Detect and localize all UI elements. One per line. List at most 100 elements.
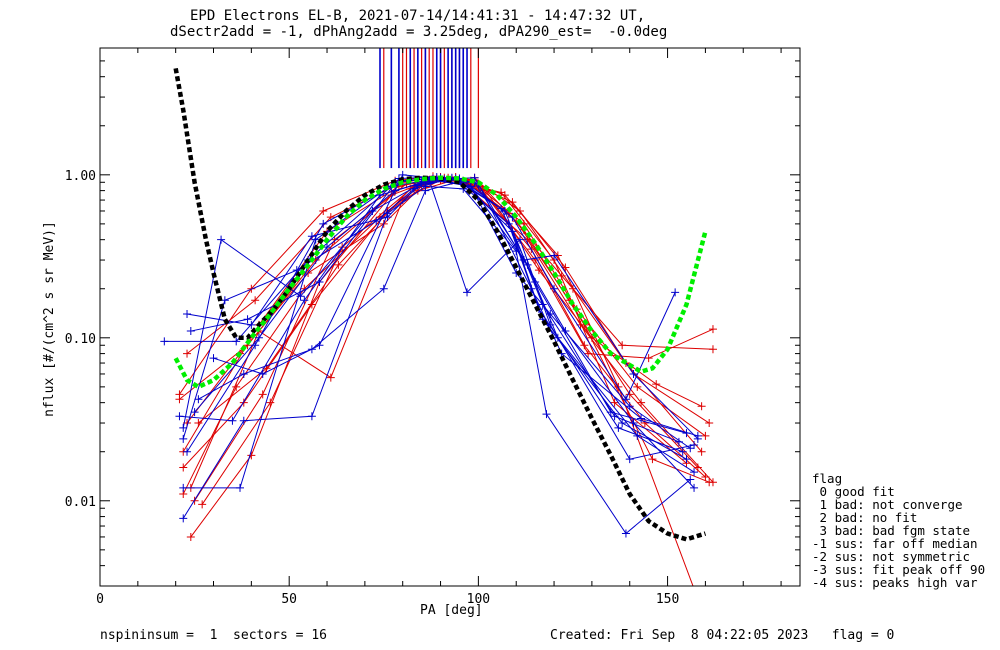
blue-data-point [621, 529, 630, 538]
blue-data-point [307, 232, 316, 241]
red-data-point [326, 373, 335, 382]
red-data-point [194, 419, 203, 428]
blue-data-point [217, 235, 226, 244]
flag-legend: flag 0 good fit 1 bad: not converge 2 ba… [812, 472, 985, 589]
green-fit-curve [173, 175, 708, 390]
blue-data-point [232, 337, 241, 346]
red-data-point [618, 341, 627, 350]
y-tick-label: 1.00 [65, 169, 96, 184]
blue-data-point [179, 434, 188, 443]
blue-data-point [625, 455, 634, 464]
blue-data-point [372, 217, 381, 226]
blue-data-point [319, 219, 328, 228]
red-series-line [201, 177, 702, 505]
blue-data-point [625, 402, 634, 411]
blue-data-point [516, 235, 524, 244]
x-tick-label: 100 [467, 592, 490, 607]
blue-data-point [183, 447, 192, 456]
blue-data-point [629, 369, 638, 378]
blue-data-point [690, 483, 699, 492]
red-data-point [708, 345, 717, 354]
blue-data-point [183, 309, 192, 318]
legend-entry: 3 bad: bad fgm state [812, 523, 971, 538]
blue-data-point [618, 419, 627, 428]
x-tick-label: 50 [281, 592, 297, 607]
blue-data-point [239, 416, 248, 425]
blue-data-point [519, 256, 528, 265]
blue-data-point [292, 266, 301, 275]
blue-data-point [368, 206, 377, 215]
blue-data-point [186, 327, 195, 336]
blue-data-point [463, 288, 472, 297]
blue-data-point [383, 213, 392, 222]
blue-data-point [307, 412, 316, 421]
blue-data-point [190, 408, 199, 417]
red-data-point [705, 478, 714, 487]
blue-data-point [179, 514, 188, 523]
blue-data-point [300, 296, 309, 305]
footer-left: nspininsum = 1 sectors = 16 [100, 628, 327, 643]
red-data-point [251, 296, 260, 305]
red-data-point [232, 382, 241, 391]
red-data-point [179, 463, 188, 472]
blue-data-point [690, 440, 699, 449]
blue-data-point [209, 354, 218, 363]
blue-series-line [182, 177, 687, 434]
blue-data-point [243, 315, 252, 324]
red-data-point [307, 300, 316, 309]
red-data-point [705, 419, 714, 428]
blue-data-point [239, 369, 248, 378]
x-tick-label: 150 [656, 592, 679, 607]
legend-entry: -3 sus: fit peak off 90 [812, 562, 986, 577]
red-data-point [247, 451, 256, 460]
blue-data-point [160, 337, 169, 346]
legend-entry: -1 sus: far off median [812, 536, 978, 551]
red-data-point [637, 398, 646, 407]
blue-data-point [671, 288, 680, 297]
blue-data-point [497, 204, 506, 213]
y-tick-label: 0.01 [65, 495, 96, 510]
blue-data-point [315, 341, 324, 350]
blue-data-point [678, 447, 687, 456]
blue-data-point [693, 431, 702, 440]
legend-entry: -4 sus: peaks high var [812, 575, 978, 590]
red-data-point [701, 431, 710, 440]
red-data-point [633, 382, 642, 391]
y-tick-label: 0.10 [65, 332, 96, 347]
legend-entry: 2 bad: no fit [812, 510, 918, 525]
red-data-point [648, 455, 657, 464]
red-data-point [508, 198, 517, 207]
blue-data-point [175, 412, 184, 421]
blue-data-point [194, 395, 203, 404]
blue-data-point [550, 284, 559, 293]
red-data-point [708, 325, 717, 334]
red-data-point [610, 398, 619, 407]
red-series-line [198, 177, 714, 424]
red-data-point [561, 263, 570, 272]
blue-data-point [614, 423, 623, 432]
footer-right: Created: Fri Sep 8 04:22:05 2023 flag = … [550, 628, 895, 643]
y-axis-label: nflux [#/(cm^2 s sr MeV)] [42, 221, 57, 417]
blue-data-point [179, 423, 188, 432]
red-data-point [534, 266, 543, 275]
blue-data-point [296, 292, 305, 301]
blue-data-point [561, 327, 570, 336]
red-data-point [186, 532, 195, 541]
chart-subtitle: dSectr2add = -1, dPhAng2add = 3.25deg, d… [170, 24, 668, 40]
blue-data-point [247, 320, 256, 329]
red-data-point [198, 500, 207, 509]
blue-data-point [179, 483, 188, 492]
blue-series-line [194, 179, 691, 449]
blue-series-line [183, 177, 699, 489]
blue-data-point [413, 181, 422, 190]
red-data-point [334, 260, 343, 269]
blue-data-point [236, 483, 244, 492]
red-data-point [652, 380, 661, 389]
plot-frame [99, 47, 801, 587]
red-data-point [697, 402, 706, 411]
red-data-point [697, 447, 706, 456]
red-series-line [186, 176, 710, 424]
red-data-point [258, 390, 267, 399]
blue-data-point [546, 309, 555, 318]
blue-data-point [629, 419, 638, 428]
